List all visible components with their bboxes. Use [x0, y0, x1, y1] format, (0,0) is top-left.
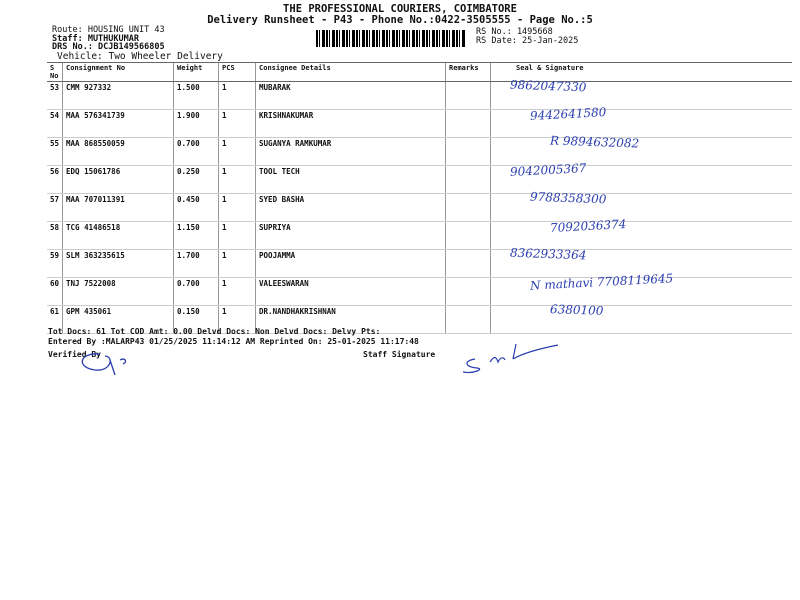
weight: 0.250	[173, 165, 219, 194]
remarks	[445, 165, 491, 194]
col-signature: Seal & Signature	[490, 62, 792, 82]
consignee-name: SUPRIYA	[255, 221, 446, 250]
consignee-name: MUBARAK	[255, 81, 446, 110]
consignee-name: POOJAMMA	[255, 249, 446, 278]
rs-number: RS No.: 1495668	[476, 27, 553, 37]
col-pcs: PCS	[218, 62, 256, 82]
seal-signature	[490, 221, 792, 250]
col-weight: Weight	[173, 62, 219, 82]
seal-signature	[490, 165, 792, 194]
col-remarks: Remarks	[445, 62, 491, 82]
runsheet-title: Delivery Runsheet - P43 - Phone No.:0422…	[207, 14, 593, 26]
consignment-number: TNJ 7522008	[62, 277, 174, 306]
table-row: 60 TNJ 7522008 0.700 1 VALEESWARAN	[47, 277, 792, 306]
pieces: 1	[218, 249, 256, 278]
staff-signature-label: Staff Signature	[363, 350, 436, 359]
consignee-name: SYED BASHA	[255, 193, 446, 222]
table-row: 58 TCG 41486518 1.150 1 SUPRIYA	[47, 221, 792, 250]
vehicle: Vehicle: Two Wheeler Delivery	[57, 50, 223, 62]
pieces: 1	[218, 137, 256, 166]
serial-number: 58	[47, 221, 63, 250]
verifier-signature	[81, 353, 127, 376]
consignment-number: MAA 868550059	[62, 137, 174, 166]
serial-number: 61	[47, 305, 63, 334]
staff: Staff: MUTHUKUMAR	[52, 33, 139, 44]
serial-number: 59	[47, 249, 63, 278]
handwritten-signature: 8362933364	[509, 245, 587, 263]
serial-number: 54	[47, 109, 63, 138]
table-row: 54 MAA 576341739 1.900 1 KRISHNAKUMAR	[47, 109, 792, 138]
table-row: 53 CMM 927332 1.500 1 MUBARAK	[47, 81, 792, 110]
table-row: 61 GPM 435061 0.150 1 DR.NANDHAKRISHNAN	[47, 305, 792, 334]
table-row: 56 EDQ 15061786 0.250 1 TOOL TECH	[47, 165, 792, 194]
consignee-name: VALEESWARAN	[255, 277, 446, 306]
table-row: 57 MAA 707011391 0.450 1 SYED BASHA	[47, 193, 792, 222]
serial-number: 55	[47, 137, 63, 166]
consignee-name: DR.NANDHAKRISHNAN	[255, 305, 446, 334]
runsheet-table: S No Consignment No Weight PCS Consignee…	[47, 62, 792, 334]
remarks	[445, 109, 491, 138]
weight: 1.900	[173, 109, 219, 138]
col-consignment: Consignment No	[62, 62, 174, 82]
serial-number: 53	[47, 81, 63, 110]
handwritten-signature: 6380100	[549, 302, 604, 318]
seal-signature	[490, 249, 792, 278]
consignment-number: MAA 707011391	[62, 193, 174, 222]
consignment-number: GPM 435061	[62, 305, 174, 334]
remarks	[445, 221, 491, 250]
staff-signature	[462, 343, 559, 374]
pieces: 1	[218, 81, 256, 110]
rs-date: RS Date: 25-Jan-2025	[476, 36, 579, 46]
weight: 1.700	[173, 249, 219, 278]
seal-signature	[490, 305, 792, 334]
col-consignee: Consignee Details	[255, 62, 446, 82]
handwritten-signature: 9788358300	[529, 189, 607, 207]
seal-signature	[490, 277, 792, 306]
barcode	[316, 30, 466, 47]
table-row: 55 MAA 868550059 0.700 1 SUGANYA RAMKUMAR	[47, 137, 792, 166]
col-sno: S No	[47, 62, 63, 82]
entered-by: Entered By :MALARP43 01/25/2025 11:14:12…	[48, 337, 419, 346]
consignee-name: KRISHNAKUMAR	[255, 109, 446, 138]
remarks	[445, 137, 491, 166]
remarks	[445, 305, 491, 334]
consignment-number: CMM 927332	[62, 81, 174, 110]
route: Route: HOUSING UNIT 43	[52, 25, 165, 35]
consignment-number: SLM 363235615	[62, 249, 174, 278]
seal-signature	[490, 137, 792, 166]
weight: 0.450	[173, 193, 219, 222]
consignee-name: SUGANYA RAMKUMAR	[255, 137, 446, 166]
consignee-name: TOOL TECH	[255, 165, 446, 194]
table-row: 59 SLM 363235615 1.700 1 POOJAMMA	[47, 249, 792, 278]
pieces: 1	[218, 109, 256, 138]
serial-number: 57	[47, 193, 63, 222]
remarks	[445, 193, 491, 222]
serial-number: 56	[47, 165, 63, 194]
pieces: 1	[218, 277, 256, 306]
totals: Tot Docs: 61 Tot COD Amt: 0.00 Delvd Doc…	[48, 327, 381, 336]
pieces: 1	[218, 165, 256, 194]
remarks	[445, 277, 491, 306]
consignment-number: EDQ 15061786	[62, 165, 174, 194]
remarks	[445, 249, 491, 278]
consignment-number: TCG 41486518	[62, 221, 174, 250]
pieces: 1	[218, 193, 256, 222]
verified-by-label: Verified By	[48, 350, 101, 359]
pieces: 1	[218, 221, 256, 250]
seal-signature	[490, 109, 792, 138]
seal-signature	[490, 193, 792, 222]
weight: 0.700	[173, 137, 219, 166]
consignment-number: MAA 576341739	[62, 109, 174, 138]
seal-signature	[490, 81, 792, 110]
drs-number: DRS No.: DCJB149566805	[52, 42, 165, 52]
weight: 0.150	[173, 305, 219, 334]
weight: 1.150	[173, 221, 219, 250]
weight: 1.500	[173, 81, 219, 110]
handwritten-signature: 9862047330	[509, 77, 587, 95]
company-name: THE PROFESSIONAL COURIERS, COIMBATORE	[283, 3, 517, 15]
weight: 0.700	[173, 277, 219, 306]
serial-number: 60	[47, 277, 63, 306]
remarks	[445, 81, 491, 110]
pieces: 1	[218, 305, 256, 334]
